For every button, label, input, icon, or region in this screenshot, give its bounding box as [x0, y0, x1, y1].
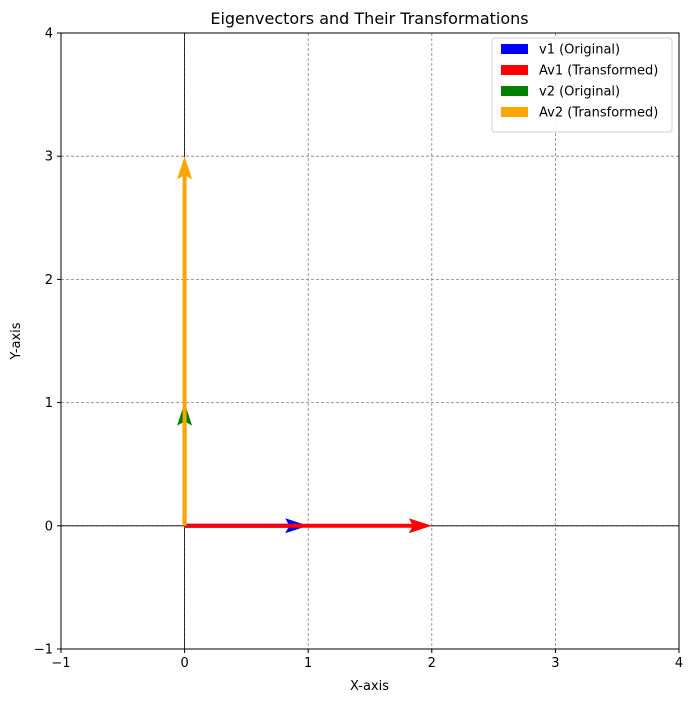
chart-title: Eigenvectors and Their Transformations [210, 9, 528, 28]
x-tick-label-3: 2 [428, 656, 436, 671]
x-axis-title: X-axis [350, 679, 389, 694]
x-tick-label-5: 4 [675, 656, 683, 671]
axis-ticks: −1 0 1 2 3 4 −1 0 1 2 3 4 [34, 27, 683, 672]
vector-arrows [177, 156, 432, 534]
arrow-1 [184, 518, 432, 534]
y-tick-label-0: −1 [34, 643, 53, 658]
arrow-3 [177, 156, 193, 526]
plot-frame [60, 32, 680, 650]
x-tick-label-2: 1 [304, 656, 312, 671]
legend-label-3: Av2 (Transformed) [539, 106, 658, 121]
y-tick-label-5: 4 [45, 27, 53, 42]
legend-swatch-0 [501, 44, 528, 54]
legend: v1 (Original) Av1 (Transformed) v2 (Origin… [491, 37, 673, 133]
legend-swatch-1 [501, 65, 528, 75]
x-tick-label-4: 3 [551, 656, 559, 671]
x-tick-label-0: −1 [51, 656, 70, 671]
legend-label-0: v1 (Original) [539, 43, 620, 58]
legend-label-1: Av1 (Transformed) [539, 64, 658, 79]
legend-swatch-2 [501, 86, 528, 96]
y-axis-title: Y-axis [9, 322, 24, 360]
y-tick-label-4: 3 [45, 150, 53, 165]
legend-box [491, 37, 673, 133]
legend-swatch-3 [501, 107, 528, 117]
legend-label-2: v2 (Original) [539, 85, 620, 100]
y-tick-label-1: 0 [45, 519, 53, 534]
y-tick-label-2: 1 [45, 396, 53, 411]
x-tick-label-1: 0 [180, 656, 188, 671]
y-tick-label-3: 2 [45, 273, 53, 288]
